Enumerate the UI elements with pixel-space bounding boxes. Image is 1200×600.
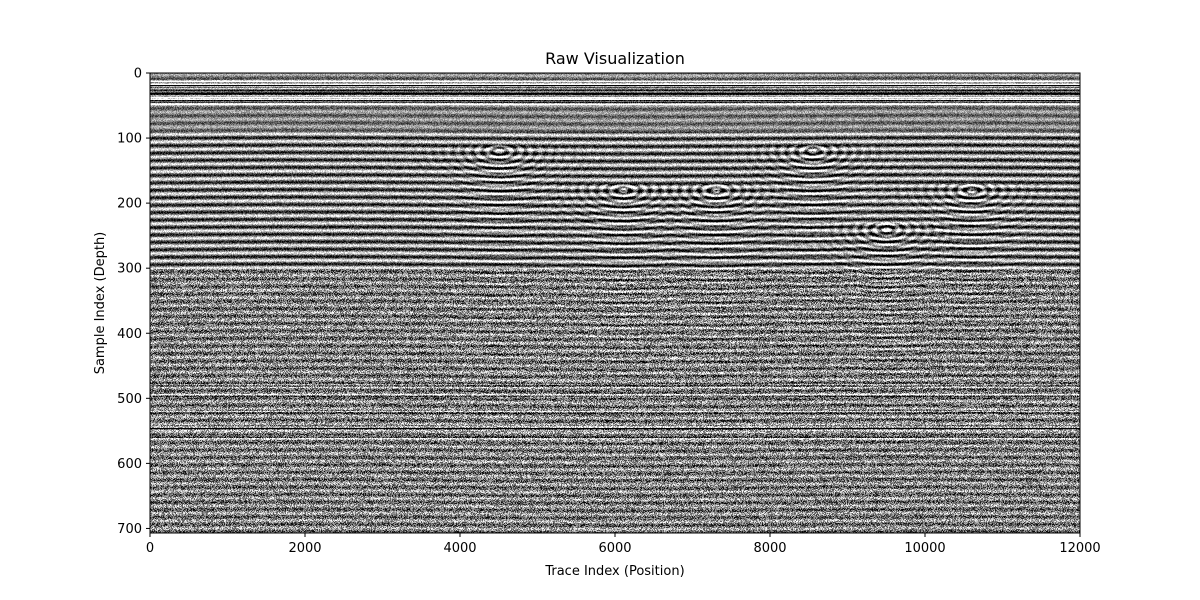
x-tick-label: 0 <box>146 541 154 556</box>
x-tick-label: 4000 <box>443 541 476 556</box>
x-tick-label: 12000 <box>1059 541 1100 556</box>
x-axis-label: Trace Index (Position) <box>544 564 684 579</box>
x-tick-label: 6000 <box>598 541 631 556</box>
chart-title: Raw Visualization <box>545 49 685 68</box>
y-tick-label: 500 <box>117 392 142 407</box>
y-axis-label: Sample Index (Depth) <box>93 232 108 375</box>
y-tick-label: 400 <box>117 327 142 342</box>
y-tick-label: 0 <box>134 67 142 82</box>
y-tick-label: 600 <box>117 457 142 472</box>
y-tick-label: 200 <box>117 197 142 212</box>
radargram-image <box>150 73 1080 533</box>
plot-frame <box>149 72 1081 534</box>
x-tick-label: 2000 <box>288 541 321 556</box>
y-axis: 0 100 200 300 400 500 600 700 <box>117 67 150 537</box>
y-tick-label: 700 <box>117 522 142 537</box>
x-axis: 0 2000 4000 6000 8000 10000 12000 <box>146 533 1101 556</box>
x-tick-label: 8000 <box>753 541 786 556</box>
x-tick-label: 10000 <box>904 541 945 556</box>
y-tick-label: 300 <box>117 262 142 277</box>
y-tick-label: 100 <box>117 132 142 147</box>
